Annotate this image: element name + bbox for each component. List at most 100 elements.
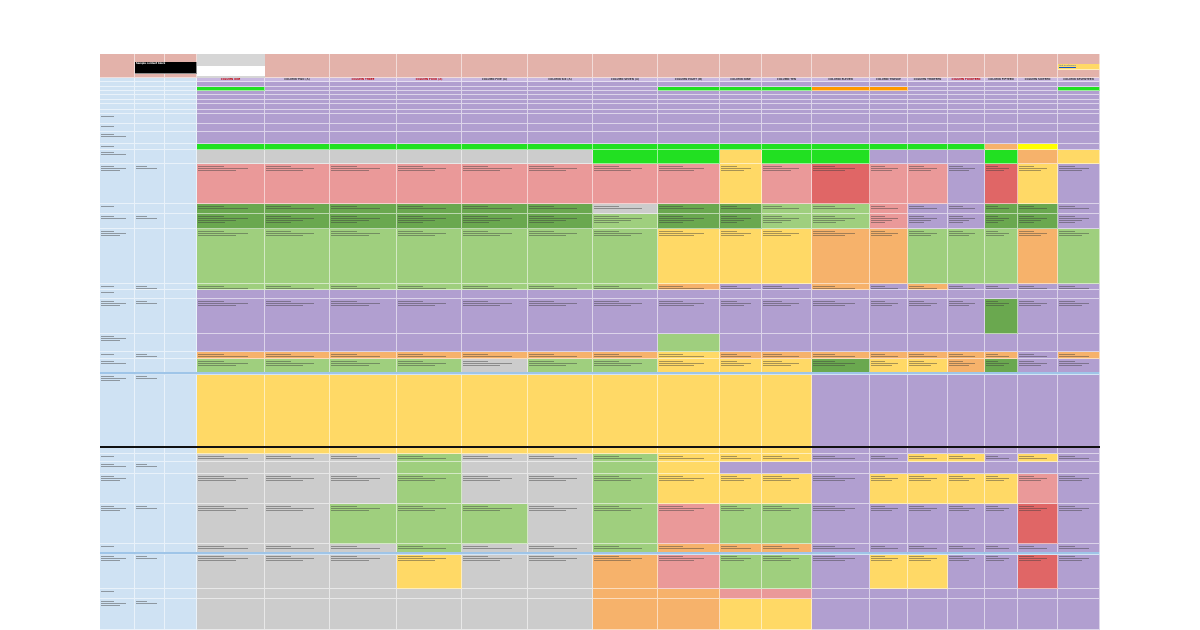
- data-cell[interactable]: [1058, 87, 1100, 91]
- data-cell[interactable]: [528, 104, 593, 110]
- data-cell[interactable]: [985, 124, 1018, 132]
- data-cell[interactable]: [908, 599, 948, 630]
- data-cell[interactable]: [985, 334, 1018, 352]
- data-cell[interactable]: [1018, 82, 1058, 87]
- data-cell[interactable]: [397, 114, 462, 124]
- column-header[interactable]: COLUMN EIGHT (B): [658, 78, 720, 82]
- data-cell[interactable]: [812, 104, 870, 110]
- data-cell[interactable]: [528, 504, 593, 544]
- data-cell[interactable]: [1018, 100, 1058, 104]
- data-cell[interactable]: [762, 110, 812, 114]
- row-sublabel[interactable]: [135, 214, 165, 229]
- data-cell[interactable]: [908, 104, 948, 110]
- blank-input-box[interactable]: [197, 66, 265, 76]
- data-cell[interactable]: [762, 554, 812, 589]
- data-cell[interactable]: [720, 374, 762, 454]
- data-cell[interactable]: [330, 599, 397, 630]
- row-sublabel[interactable]: [135, 474, 165, 504]
- row-subsublabel[interactable]: [165, 114, 197, 124]
- data-cell[interactable]: [762, 54, 812, 78]
- row-subsublabel[interactable]: [165, 150, 197, 164]
- data-cell[interactable]: [720, 474, 762, 504]
- row-subsublabel[interactable]: [165, 290, 197, 299]
- data-cell[interactable]: [948, 334, 985, 352]
- row-subsublabel[interactable]: [165, 164, 197, 204]
- data-cell[interactable]: [1018, 374, 1058, 454]
- data-cell[interactable]: [908, 144, 948, 150]
- column-header[interactable]: COLUMN FOUR (A): [397, 78, 462, 82]
- data-cell[interactable]: [330, 95, 397, 100]
- data-cell[interactable]: [397, 82, 462, 87]
- data-cell[interactable]: [720, 124, 762, 132]
- data-cell[interactable]: [720, 299, 762, 334]
- data-cell[interactable]: [197, 95, 265, 100]
- data-cell[interactable]: [1058, 114, 1100, 124]
- data-cell[interactable]: [397, 359, 462, 374]
- data-cell[interactable]: [197, 229, 265, 284]
- data-cell[interactable]: [265, 204, 330, 214]
- column-header[interactable]: COLUMN SEVENTEEN: [1058, 78, 1100, 82]
- row-subsublabel[interactable]: [165, 78, 197, 82]
- data-cell[interactable]: [330, 110, 397, 114]
- data-cell[interactable]: [658, 132, 720, 144]
- data-cell[interactable]: [812, 454, 870, 462]
- row-sublabel[interactable]: [135, 229, 165, 284]
- data-cell[interactable]: [265, 290, 330, 299]
- data-cell[interactable]: [948, 82, 985, 87]
- row-subsublabel[interactable]: [165, 124, 197, 132]
- data-cell[interactable]: [397, 214, 462, 229]
- data-cell[interactable]: [265, 374, 330, 454]
- column-header[interactable]: COLUMN SIXTEEN: [1018, 78, 1058, 82]
- data-cell[interactable]: [1018, 554, 1058, 589]
- row-subsublabel[interactable]: [165, 87, 197, 91]
- column-header[interactable]: COLUMN FIVE (A): [462, 78, 528, 82]
- data-cell[interactable]: [197, 82, 265, 87]
- data-cell[interactable]: [265, 504, 330, 544]
- row-label[interactable]: [100, 462, 135, 474]
- data-cell[interactable]: [720, 91, 762, 95]
- data-cell[interactable]: [1018, 132, 1058, 144]
- data-cell[interactable]: [528, 95, 593, 100]
- row-subsublabel[interactable]: [165, 374, 197, 454]
- data-cell[interactable]: [265, 82, 330, 87]
- row-label[interactable]: [100, 599, 135, 630]
- data-cell[interactable]: [330, 150, 397, 164]
- row-label[interactable]: [100, 144, 135, 150]
- data-cell[interactable]: [1058, 299, 1100, 334]
- data-cell[interactable]: [870, 95, 908, 100]
- data-cell[interactable]: [948, 299, 985, 334]
- title-block[interactable]: Sample content block: [135, 62, 197, 74]
- data-cell[interactable]: [197, 124, 265, 132]
- data-cell[interactable]: [593, 504, 658, 544]
- data-cell[interactable]: [330, 359, 397, 374]
- data-cell[interactable]: [462, 95, 528, 100]
- data-cell[interactable]: [908, 589, 948, 599]
- data-cell[interactable]: [812, 95, 870, 100]
- data-cell[interactable]: [593, 150, 658, 164]
- row-sublabel[interactable]: [135, 104, 165, 110]
- data-cell[interactable]: [908, 82, 948, 87]
- data-cell[interactable]: [397, 504, 462, 544]
- data-cell[interactable]: [593, 374, 658, 454]
- data-cell[interactable]: [985, 214, 1018, 229]
- data-cell[interactable]: [197, 164, 265, 204]
- data-cell[interactable]: [593, 95, 658, 100]
- data-cell[interactable]: [908, 352, 948, 359]
- data-cell[interactable]: [528, 214, 593, 229]
- data-cell[interactable]: [812, 87, 870, 91]
- data-cell[interactable]: [593, 54, 658, 78]
- data-cell[interactable]: [812, 374, 870, 454]
- data-cell[interactable]: [197, 214, 265, 229]
- row-subsublabel[interactable]: [165, 352, 197, 359]
- data-cell[interactable]: [908, 114, 948, 124]
- data-cell[interactable]: [197, 474, 265, 504]
- data-cell[interactable]: [1058, 352, 1100, 359]
- data-cell[interactable]: [528, 299, 593, 334]
- data-cell[interactable]: [762, 352, 812, 359]
- data-cell[interactable]: [397, 334, 462, 352]
- data-cell[interactable]: [528, 132, 593, 144]
- data-cell[interactable]: [870, 150, 908, 164]
- data-cell[interactable]: [948, 87, 985, 91]
- data-cell[interactable]: [870, 474, 908, 504]
- data-cell[interactable]: [528, 100, 593, 104]
